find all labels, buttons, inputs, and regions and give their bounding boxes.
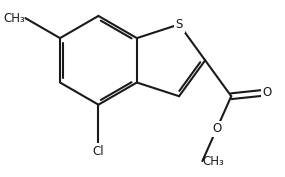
Text: Cl: Cl bbox=[93, 145, 104, 158]
Text: CH₃: CH₃ bbox=[4, 12, 25, 25]
Text: CH₃: CH₃ bbox=[202, 155, 224, 168]
Text: O: O bbox=[262, 86, 271, 99]
Text: O: O bbox=[212, 122, 221, 135]
Text: S: S bbox=[175, 18, 183, 31]
